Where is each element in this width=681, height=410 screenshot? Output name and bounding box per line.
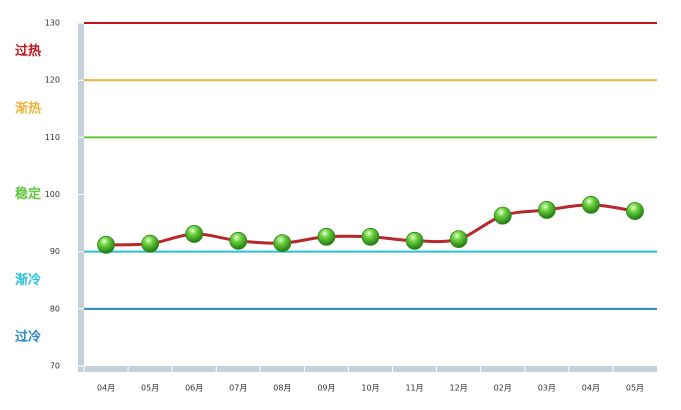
zone-label: 渐热: [15, 100, 41, 116]
zone-label: 过热: [15, 43, 41, 59]
x-tick-label: 02月: [494, 384, 512, 393]
zone-label: 渐冷: [15, 272, 41, 288]
x-tick-label: 07月: [229, 384, 247, 393]
data-point: [317, 227, 336, 246]
x-tick-label: 06月: [185, 384, 203, 393]
x-tick-label: 12月: [450, 384, 468, 393]
x-tick-label: 08月: [273, 384, 291, 393]
data-point: [581, 195, 600, 214]
x-tick-label: 04月: [582, 384, 600, 393]
x-tick-label: 10月: [361, 384, 379, 393]
data-point: [626, 202, 644, 220]
x-tick-label: 05月: [626, 384, 644, 393]
y-tick-label: 80: [50, 304, 60, 313]
x-tick-label: 11月: [405, 384, 423, 393]
zone-label: 稳定: [15, 186, 41, 202]
data-point: [449, 230, 468, 248]
data-point: [97, 235, 115, 254]
y-axis-bar: [78, 23, 84, 372]
y-tick-label: 130: [45, 19, 60, 28]
zone-label: 过冷: [15, 329, 41, 345]
x-tick-label: 09月: [317, 384, 335, 393]
x-tick-label: 03月: [538, 384, 556, 393]
data-point: [493, 206, 512, 225]
y-tick-label: 90: [50, 247, 60, 256]
y-tick-label: 110: [45, 133, 60, 142]
y-tick-label: 70: [50, 362, 60, 371]
data-point: [361, 227, 380, 246]
x-tick-label: 04月: [97, 384, 115, 393]
data-point: [273, 234, 292, 252]
data-point: [141, 234, 160, 253]
data-point: [405, 231, 424, 250]
x-tick-label: 05月: [141, 384, 159, 393]
data-point: [229, 231, 248, 250]
y-tick-label: 100: [45, 190, 60, 199]
data-point: [185, 225, 204, 243]
y-tick-label: 120: [45, 76, 60, 85]
data-point: [537, 201, 556, 219]
x-axis-bar: [78, 366, 657, 372]
